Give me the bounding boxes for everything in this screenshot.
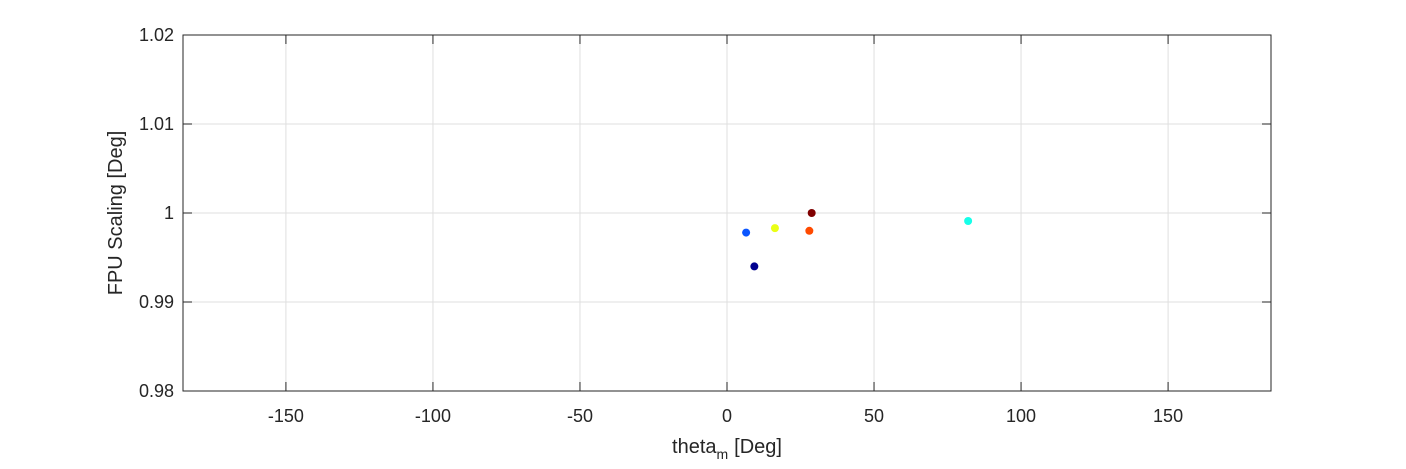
x-axis-label-subscript: m — [717, 446, 729, 462]
y-tick-label: 1.01 — [139, 114, 174, 134]
scatter-point — [742, 228, 751, 237]
y-tick-label: 0.99 — [139, 292, 174, 312]
x-tick-label: -50 — [567, 406, 593, 426]
x-axis-label: thetam [Deg] — [672, 436, 782, 462]
scatter-point — [750, 262, 759, 271]
scatter-point — [807, 209, 816, 217]
data-points — [742, 209, 973, 271]
y-tick-label: 0.98 — [139, 381, 174, 401]
x-tick-label: 50 — [864, 406, 884, 426]
scatter-point — [964, 217, 973, 226]
y-tick-label: 1.02 — [139, 25, 174, 45]
x-tick-label: -150 — [268, 406, 304, 426]
scatter-point — [770, 224, 779, 233]
x-tick-label: 100 — [1006, 406, 1036, 426]
grid-lines — [183, 34, 1271, 392]
x-tick-label: 150 — [1153, 406, 1183, 426]
x-axis-label-main: theta — [672, 436, 717, 458]
scatter-point — [805, 226, 814, 235]
x-tick-label: 0 — [722, 406, 732, 426]
x-tick-label: -100 — [415, 406, 451, 426]
y-tick-label: 1 — [164, 203, 174, 223]
y-axis-label: FPU Scaling [Deg] — [105, 131, 127, 296]
x-axis-label-unit: [Deg] — [734, 436, 782, 458]
axis-ticks: -150 -100 -50 0 50 100 150 0.98 0.99 1 1.01 1.02 — [139, 25, 1271, 426]
